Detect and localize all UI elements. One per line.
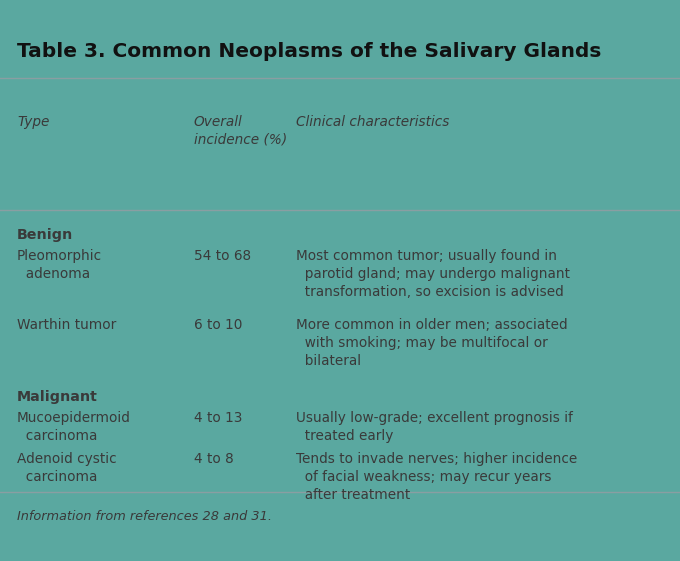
Text: Tends to invade nerves; higher incidence
  of facial weakness; may recur years
 : Tends to invade nerves; higher incidence… [296, 452, 577, 502]
Text: 6 to 10: 6 to 10 [194, 318, 242, 332]
Text: More common in older men; associated
  with smoking; may be multifocal or
  bila: More common in older men; associated wit… [296, 318, 567, 367]
Text: Malignant: Malignant [17, 390, 98, 404]
Text: 4 to 13: 4 to 13 [194, 411, 242, 425]
Text: Type: Type [17, 115, 50, 129]
Text: Information from references 28 and 31.: Information from references 28 and 31. [17, 510, 272, 523]
Text: 54 to 68: 54 to 68 [194, 249, 251, 263]
Text: Adenoid cystic
  carcinoma: Adenoid cystic carcinoma [17, 452, 117, 484]
Text: Benign: Benign [17, 228, 73, 242]
Text: Overall
incidence (%): Overall incidence (%) [194, 115, 287, 146]
Text: Pleomorphic
  adenoma: Pleomorphic adenoma [17, 249, 102, 281]
Text: 4 to 8: 4 to 8 [194, 452, 233, 466]
Text: Most common tumor; usually found in
  parotid gland; may undergo malignant
  tra: Most common tumor; usually found in paro… [296, 249, 570, 298]
Text: Warthin tumor: Warthin tumor [17, 318, 116, 332]
Text: Usually low-grade; excellent prognosis if
  treated early: Usually low-grade; excellent prognosis i… [296, 411, 573, 443]
Text: Table 3. Common Neoplasms of the Salivary Glands: Table 3. Common Neoplasms of the Salivar… [17, 42, 601, 61]
Text: Mucoepidermoid
  carcinoma: Mucoepidermoid carcinoma [17, 411, 131, 443]
Text: Clinical characteristics: Clinical characteristics [296, 115, 449, 129]
